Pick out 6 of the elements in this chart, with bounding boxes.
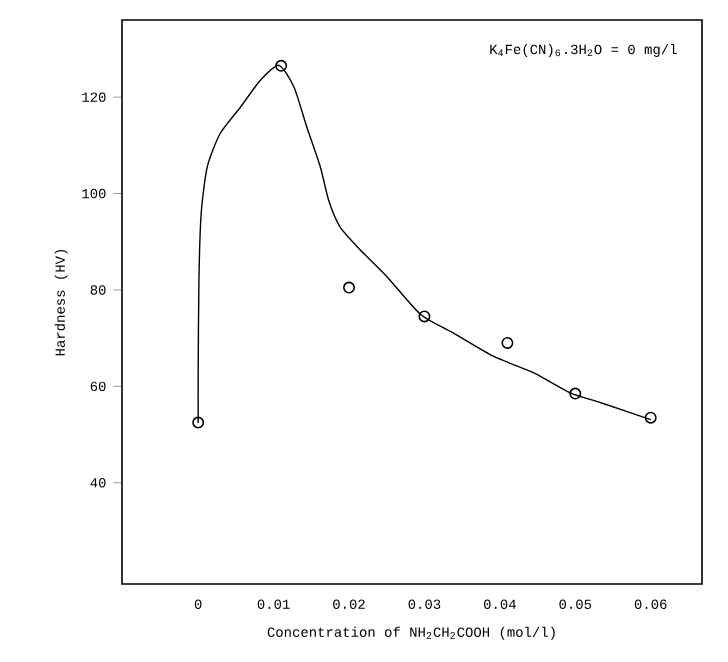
point [569, 387, 582, 400]
point [418, 310, 431, 323]
line-series [197, 64, 652, 424]
point [275, 59, 288, 72]
point [343, 281, 355, 294]
point [501, 336, 514, 349]
